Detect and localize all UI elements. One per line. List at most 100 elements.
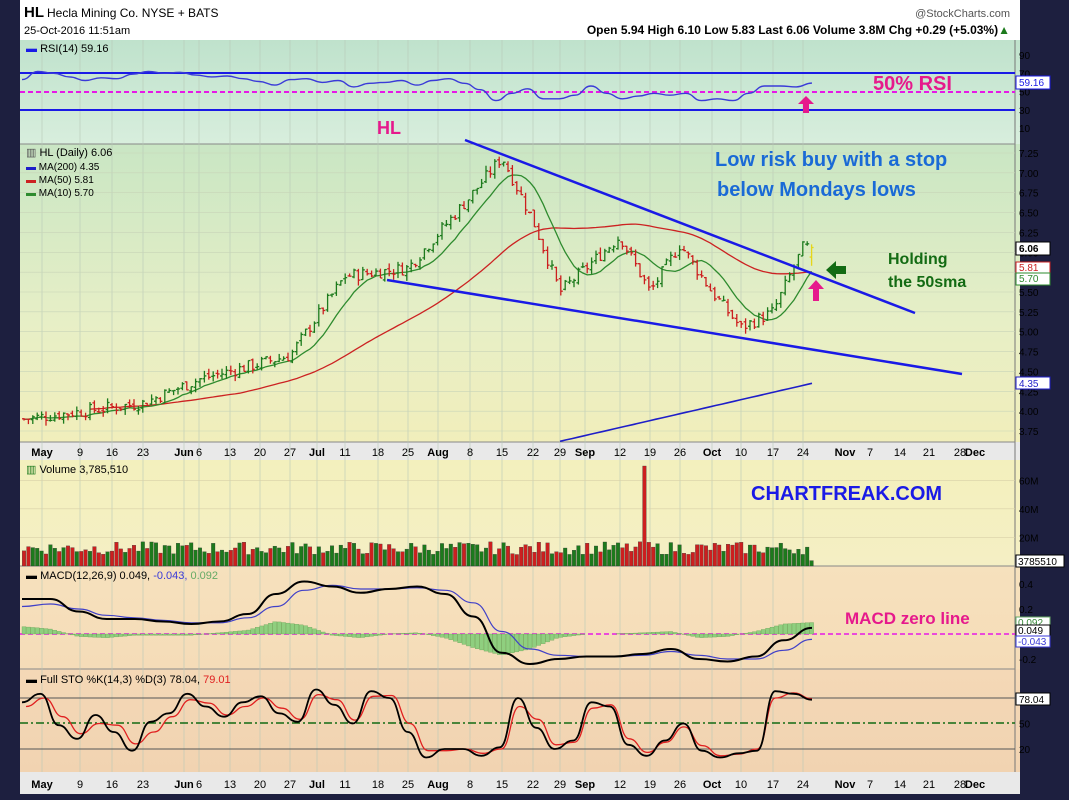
price-candles <box>22 156 814 426</box>
volume-bar <box>250 549 255 567</box>
volume-bar <box>57 551 62 567</box>
volume-bar <box>756 551 761 567</box>
x-tick-label: Oct <box>703 779 722 791</box>
volume-bar <box>558 552 563 567</box>
macd-histogram-bar <box>87 633 93 638</box>
macd-histogram-bar <box>637 632 643 635</box>
rsi-axis: 90 70 50 30 10 <box>1019 51 1031 135</box>
x-tick-label: 14 <box>894 779 906 791</box>
last-price-tag: 6.06 <box>1019 244 1039 255</box>
company-name: Hecla Mining Co. NYSE + BATS <box>47 6 219 20</box>
volume-bar <box>400 551 405 567</box>
volume-bar <box>88 551 92 567</box>
x-tick-label: 22 <box>527 447 539 459</box>
x-tick-label: 12 <box>614 779 626 791</box>
x-tick-label: 26 <box>674 447 686 459</box>
volume-bar <box>299 546 304 567</box>
macd-histogram-bar <box>241 630 247 635</box>
macd-histogram-bar <box>664 631 669 635</box>
macd-histogram-bar <box>259 625 264 635</box>
macd-histogram-bar <box>413 632 418 635</box>
macd-histogram-bar <box>189 633 194 636</box>
x-tick-label: Jul <box>309 779 325 791</box>
volume-bar <box>523 544 528 567</box>
volume-bar <box>145 548 150 567</box>
volume-bar <box>576 545 581 567</box>
macd-histogram-bar <box>61 632 66 635</box>
volume-bar <box>492 554 497 567</box>
x-tick-label: 19 <box>644 779 656 791</box>
macd-histogram-bar <box>576 633 581 636</box>
macd-histogram-bar <box>774 625 779 635</box>
volume-bar <box>431 554 436 567</box>
rsi-tick-label: 10 <box>1019 124 1031 135</box>
volume-bar <box>352 543 356 567</box>
macd-histogram-bar <box>74 633 79 637</box>
macd-histogram-bar <box>426 633 431 635</box>
volume-bar <box>506 545 510 567</box>
volume-bar <box>550 553 554 567</box>
volume-bar <box>510 553 515 567</box>
macd-histogram-bar <box>448 633 453 640</box>
x-tick-label: 27 <box>284 447 296 459</box>
volume-bar <box>730 544 735 567</box>
volume-bar <box>594 545 598 567</box>
x-tick-label: 27 <box>284 779 296 791</box>
upper-trendline <box>464 138 916 315</box>
volume-bar <box>770 547 774 567</box>
macd-histogram-bar <box>470 633 475 648</box>
volume-bar <box>246 554 251 567</box>
sto-d-line <box>25 692 813 757</box>
macd-histogram-bar <box>26 626 31 635</box>
x-tick-label: Aug <box>427 447 448 459</box>
macd-histogram-bar <box>703 633 709 638</box>
volume-bar <box>114 542 119 567</box>
volume-bar <box>629 551 634 567</box>
volume-bar <box>453 547 458 567</box>
macd-histogram-bar <box>435 633 440 637</box>
price-tick-label: 4.25 <box>1019 387 1039 398</box>
volume-bar <box>695 544 700 567</box>
macd-histogram-bar <box>255 627 260 635</box>
volume-bar <box>488 541 493 567</box>
macd-histogram-bar <box>466 633 471 647</box>
macd-histogram-bar <box>285 622 291 635</box>
macd-histogram-bar <box>505 633 511 654</box>
volume-bar <box>242 542 246 567</box>
x-tick-label: 20 <box>254 447 266 459</box>
volume-bar <box>396 551 400 567</box>
x-tick-label: 24 <box>797 779 809 791</box>
volume-bar <box>655 543 660 567</box>
macd-histogram-bar <box>338 633 343 637</box>
macd-histogram-bar <box>558 633 563 638</box>
volume-bar <box>162 545 167 567</box>
macd-histogram-bar <box>70 633 75 636</box>
x-tick-label: 10 <box>735 447 747 459</box>
macd-histogram-bar <box>52 630 57 635</box>
macd-histogram-bar <box>114 633 119 638</box>
volume-bar <box>259 551 264 567</box>
macd-histogram-bar <box>677 633 682 635</box>
svg-text:0.049: 0.049 <box>1018 626 1043 637</box>
volume-bar <box>303 543 308 567</box>
x-tick-label: Dec <box>965 779 985 791</box>
volume-bar <box>294 553 299 567</box>
x-tick-label: Sep <box>575 779 595 791</box>
macd-histogram-bar <box>123 633 128 637</box>
macd-histogram-bar <box>765 628 770 635</box>
x-axis-band-top <box>20 442 1020 460</box>
macd-histogram-bar <box>145 633 150 636</box>
x-tick-label: 15 <box>496 447 508 459</box>
x-tick-label: 9 <box>77 447 83 459</box>
macd-histogram-bar <box>290 623 295 635</box>
volume-bar <box>118 548 123 567</box>
volume-bar <box>321 552 326 567</box>
macd-histogram-bar <box>228 631 233 635</box>
macd-histogram-bar <box>519 633 524 652</box>
macd-histogram-bar <box>668 631 673 635</box>
volume-bar <box>677 544 682 567</box>
macd-legend: ▬ MACD(12,26,9) 0.049, -0.043, 0.092 <box>26 570 218 582</box>
sto-tick-label: 50 <box>1019 720 1031 731</box>
macd-histogram-bar <box>523 633 528 651</box>
macd-annotation: MACD zero line <box>845 609 970 628</box>
